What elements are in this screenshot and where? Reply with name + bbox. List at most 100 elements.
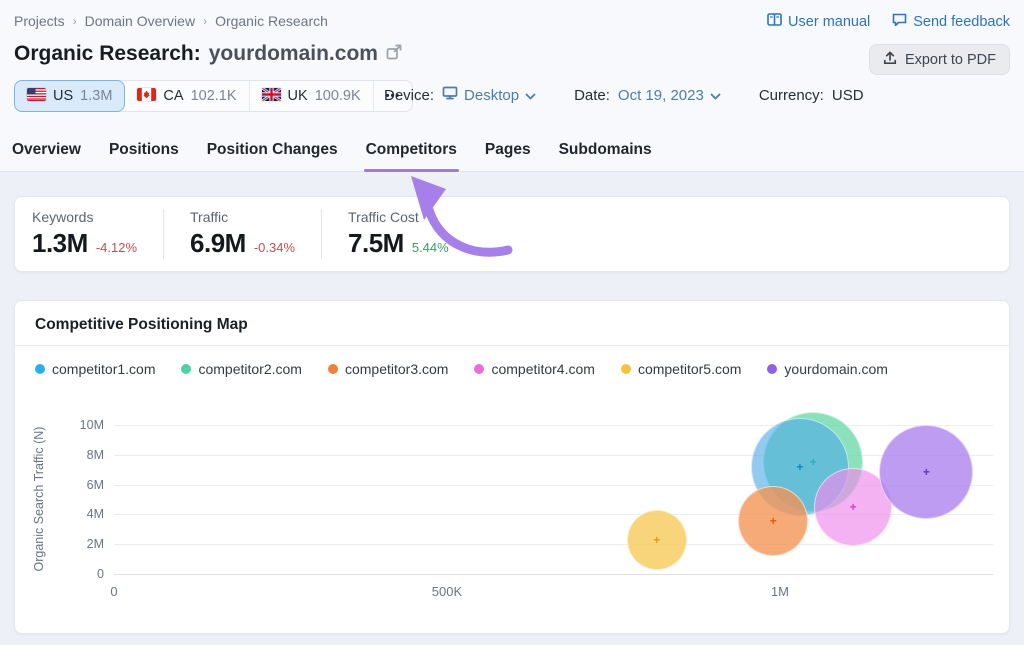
y-tick-label: 0 (97, 567, 104, 581)
legend-label: competitor5.com (637, 361, 742, 377)
metric-traffic-cost: Traffic Cost 7.5M 5.44% (321, 209, 475, 259)
metric-value-row: 1.3M -4.12% (32, 228, 137, 259)
legend-dot-icon (35, 364, 45, 374)
country-traffic-value: 100.9K (314, 88, 361, 104)
metric-change-badge: 5.44% (411, 240, 449, 255)
gridline (114, 484, 993, 486)
book-icon (767, 13, 782, 30)
user-manual-link[interactable]: User manual (767, 13, 870, 30)
metric-change-badge: -0.34% (253, 240, 296, 255)
tab-competitors[interactable]: Competitors (363, 141, 460, 172)
country-tab-uk[interactable]: UK 100.9K (250, 81, 374, 111)
currency-label: Currency: (758, 86, 824, 104)
metric-value: 6.9M (190, 228, 246, 258)
header-band: Projects › Domain Overview › Organic Researc… (0, 0, 1024, 172)
legend-dot-icon (767, 364, 778, 374)
upload-icon (883, 51, 897, 69)
country-selector: US 1.3M CA 102.1K UK 100.9K ••• (14, 80, 414, 112)
external-link-icon[interactable] (386, 42, 402, 66)
legend-item-yourdomain-com[interactable]: yourdomain.com (767, 361, 888, 377)
legend-label: yourdomain.com (784, 361, 888, 377)
country-code: US (53, 88, 74, 104)
country-traffic-value: 1.3M (80, 88, 113, 104)
x-tick-label: 500K (431, 584, 463, 599)
gridline (114, 514, 993, 516)
y-tick-label: 10M (79, 418, 104, 432)
metric-keywords: Keywords 1.3M -4.12% (15, 209, 163, 259)
legend-item-competitor2-com[interactable]: competitor2.com (181, 361, 302, 377)
card-title: Competitive Positioning Map (35, 316, 248, 333)
metric-change-badge: -4.12% (95, 240, 138, 255)
legend-dot-icon (474, 364, 485, 374)
card-divider (15, 345, 1009, 346)
gridline (114, 574, 993, 575)
legend-item-competitor1-com[interactable]: competitor1.com (35, 361, 155, 377)
export-to-pdf-button[interactable]: Export to PDF (868, 44, 1010, 75)
x-tick-label: 1M (770, 584, 789, 599)
bubble-competitor4-com[interactable] (814, 467, 893, 546)
date-label: Date: (574, 86, 610, 104)
country-traffic-value: 102.1K (190, 88, 237, 104)
chevron-down-icon (710, 87, 721, 104)
legend-dot-icon (620, 364, 631, 374)
tab-pages[interactable]: Pages (484, 141, 531, 158)
report-tabs: Overview Positions Position Changes Competi… (12, 141, 652, 172)
metric-value: 7.5M (348, 228, 404, 258)
legend-dot-icon (181, 364, 192, 374)
date-dropdown[interactable]: Oct 19, 2023 (618, 87, 721, 104)
legend-label: competitor2.com (198, 361, 302, 377)
legend-dot-icon (327, 364, 338, 374)
user-manual-label: User manual (788, 13, 871, 30)
legend-label: competitor4.com (491, 361, 595, 377)
tab-overview[interactable]: Overview (12, 141, 81, 158)
legend-item-competitor5-com[interactable]: competitor5.com (620, 361, 742, 377)
tab-subdomains[interactable]: Subdomains (558, 141, 652, 158)
breadcrumb-separator: › (72, 14, 77, 28)
bubble-yourdomain-com[interactable] (879, 424, 974, 519)
send-feedback-label: Send feedback (913, 13, 1010, 30)
breadcrumb-separator: › (203, 14, 208, 28)
chat-icon (892, 13, 907, 30)
device-label: Device: (384, 86, 435, 104)
us-flag (27, 87, 46, 105)
uk-flag (260, 86, 282, 105)
y-tick-label: 8M (86, 447, 104, 462)
y-tick-label: 6M (86, 477, 104, 492)
device-value: Desktop (464, 86, 520, 104)
monitor-icon (442, 86, 458, 104)
legend-item-competitor4-com[interactable]: competitor4.com (474, 361, 595, 377)
ca-flag (137, 87, 157, 105)
legend-label: competitor1.com (52, 361, 156, 377)
bubble-chart: Organic Search Traffic (N) 0 2M 4M 6M 8M 10M 0… (15, 397, 1011, 622)
filter-bar: Device: Desktop Date: Oct 19, 2023 Curre… (384, 86, 864, 104)
device-dropdown[interactable]: Desktop (442, 86, 536, 104)
chevron-down-icon (525, 87, 536, 104)
header-links: User manual Send feedback (767, 13, 1010, 30)
metric-value-row: 6.9M -0.34% (190, 228, 295, 259)
y-tick-label: 4M (86, 507, 104, 522)
metric-label: Traffic (190, 209, 229, 225)
country-tab-ca[interactable]: CA 102.1K (125, 81, 250, 111)
tab-position-changes[interactable]: Position Changes (206, 141, 338, 158)
breadcrumb-item[interactable]: Projects (14, 13, 65, 29)
metric-label: Traffic Cost (348, 209, 419, 225)
metric-value-row: 7.5M 5.44% (348, 228, 449, 259)
x-tick-label: 0 (110, 584, 118, 599)
breadcrumb: Projects › Domain Overview › Organic Researc… (14, 13, 328, 29)
bubble-competitor5-com[interactable] (626, 510, 687, 571)
page-title: Organic Research: yourdomain.com (14, 42, 402, 66)
send-feedback-link[interactable]: Send feedback (892, 13, 1010, 30)
breadcrumb-item[interactable]: Organic Research (215, 13, 328, 29)
country-tab-us[interactable]: US 1.3M (14, 80, 126, 112)
export-to-pdf-label: Export to PDF (904, 51, 996, 68)
metrics-summary: Keywords 1.3M -4.12% Traffic 6.9M -0.34% Traff… (14, 196, 1010, 272)
metric-label: Keywords (32, 209, 94, 225)
breadcrumb-item[interactable]: Domain Overview (84, 13, 196, 29)
gridline (114, 454, 993, 456)
bubble-competitor3-com[interactable] (738, 486, 809, 557)
legend-item-competitor3-com[interactable]: competitor3.com (327, 361, 448, 377)
more-countries-button[interactable]: ••• (385, 90, 401, 102)
page-title-prefix: Organic Research: (14, 42, 201, 65)
gridline (114, 425, 993, 426)
tab-positions[interactable]: Positions (108, 141, 179, 158)
